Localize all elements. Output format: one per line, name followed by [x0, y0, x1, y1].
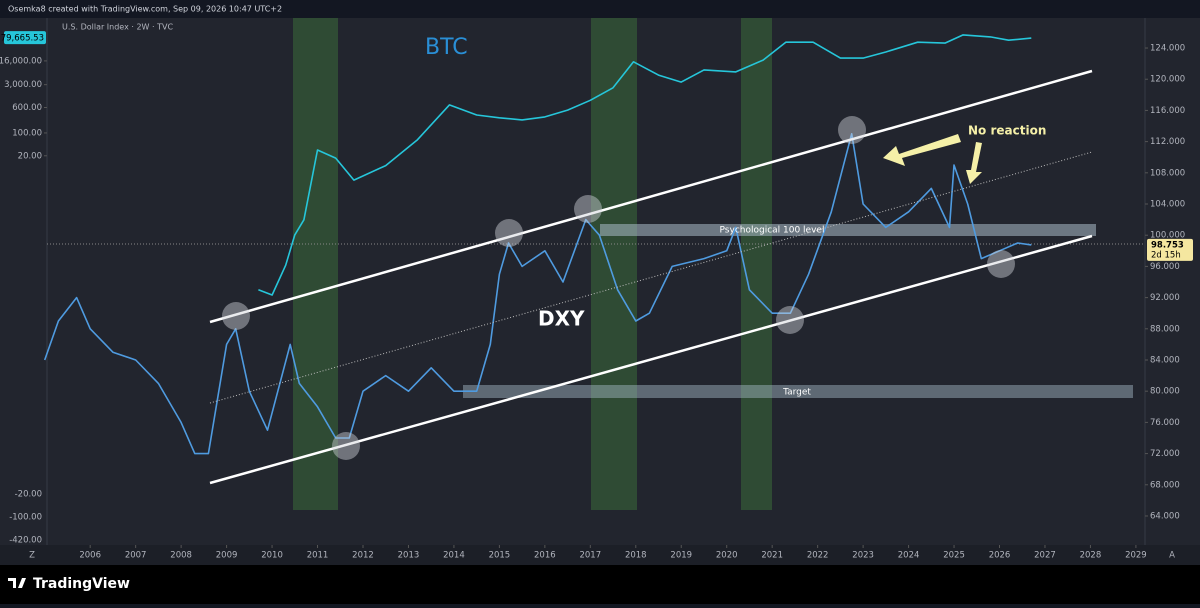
y-tick-label: 104.000 — [1150, 200, 1185, 210]
x-tick-label: 2015 — [489, 551, 511, 561]
band — [293, 18, 338, 510]
x-tick-label: 2014 — [443, 551, 465, 561]
y2-tick-label: 16,000.00 — [0, 56, 42, 66]
x-tick-label: 2028 — [1080, 551, 1102, 561]
highlight-circle — [574, 195, 602, 223]
band — [741, 18, 772, 510]
y2-tick-label: -100.00 — [9, 513, 42, 523]
time-axis — [0, 545, 1200, 565]
x-tick-label: 2017 — [579, 551, 601, 561]
x-tick-label: 2013 — [398, 551, 420, 561]
highlight-circle — [222, 302, 250, 330]
x-tick-label: 2012 — [352, 551, 374, 561]
channel-line — [209, 69, 1093, 324]
highlight-circle — [838, 116, 866, 144]
highlight-circle — [987, 250, 1015, 278]
price-label: 79,665.53 — [1, 34, 44, 44]
drawings — [209, 69, 1093, 485]
y2-tick-label: 20.00 — [18, 151, 42, 161]
annotation: No reaction — [968, 124, 1046, 138]
band — [591, 18, 637, 510]
x-tick-label: 2011 — [307, 551, 329, 561]
x-tick-label: 2016 — [534, 551, 556, 561]
y-tick-label: 112.000 — [1150, 137, 1185, 147]
circles — [222, 116, 1015, 460]
zone-box — [600, 224, 1096, 236]
series-label: DXY — [538, 307, 585, 331]
y-tick-label: 88.000 — [1150, 324, 1180, 334]
y2-tick-label: 100.00 — [12, 128, 42, 138]
zone-box — [463, 385, 1133, 398]
x-tick-label: 2024 — [898, 551, 920, 561]
arrow — [883, 134, 961, 166]
logo-text: TradingView — [33, 576, 130, 592]
series-layer — [43, 34, 1032, 455]
x-tick-label: 2022 — [807, 551, 829, 561]
x-tick-label: 2007 — [125, 551, 147, 561]
y-tick-label: 116.000 — [1150, 106, 1185, 116]
annotation: Psychological 100 level — [720, 226, 825, 236]
corner-label: A — [1169, 551, 1175, 561]
corner-label: Z — [29, 551, 35, 561]
price-label: 98.753 — [1151, 240, 1184, 250]
x-tick-label: 2029 — [1125, 551, 1147, 561]
logo-icon — [8, 578, 26, 588]
y-tick-label: 92.000 — [1150, 293, 1180, 303]
y2-tick-label: -20.00 — [15, 490, 42, 500]
x-tick-label: 2018 — [625, 551, 647, 561]
x-tick-label: 2023 — [852, 551, 874, 561]
y-tick-label: 84.000 — [1150, 355, 1180, 365]
x-tick-label: 2009 — [216, 551, 238, 561]
y2-tick-label: 600.00 — [12, 103, 42, 113]
x-tick-label: 2006 — [79, 551, 101, 561]
series-line — [43, 133, 1032, 455]
channel-line — [209, 234, 1093, 485]
x-tick-label: 2020 — [716, 551, 738, 561]
arrow — [966, 142, 982, 184]
price-label-box — [1147, 238, 1193, 261]
header-credit: Osemka8 created with TradingView.com, Se… — [8, 5, 282, 14]
y-tick-label: 68.000 — [1150, 480, 1180, 490]
y-tick-label: 76.000 — [1150, 418, 1180, 428]
series-label: BTC — [425, 35, 468, 60]
highlight-circle — [776, 306, 804, 334]
y2-tick-label: 3,000.00 — [4, 80, 42, 90]
x-tick-label: 2019 — [670, 551, 692, 561]
y-tick-label: 72.000 — [1150, 449, 1180, 459]
y-tick-label: 108.000 — [1150, 168, 1185, 178]
footer-bar — [0, 565, 1200, 604]
y-tick-label: 120.000 — [1150, 75, 1185, 85]
y-tick-label: 96.000 — [1150, 262, 1180, 272]
highlight-circle — [495, 219, 523, 247]
logo: TradingView — [8, 576, 130, 592]
y2-tick-label: -420.00 — [9, 536, 42, 546]
x-tick-label: 2021 — [761, 551, 783, 561]
x-tick-label: 2025 — [943, 551, 965, 561]
x-tick-label: 2008 — [170, 551, 192, 561]
x-tick-label: 2010 — [261, 551, 283, 561]
y-tick-label: 64.000 — [1150, 511, 1180, 521]
x-tick-label: 2027 — [1034, 551, 1056, 561]
annotation: Target — [782, 388, 811, 398]
arrows — [883, 134, 982, 184]
price-label-box — [4, 31, 46, 45]
highlight-circle — [332, 432, 360, 460]
x-tick-label: 2026 — [989, 551, 1011, 561]
countdown-label: 2d 15h — [1151, 250, 1181, 260]
y-tick-label: 80.000 — [1150, 387, 1180, 397]
symbol-label: U.S. Dollar Index · 2W · TVC — [62, 23, 173, 32]
series-line — [258, 34, 1032, 296]
y-tick-label: 124.000 — [1150, 44, 1185, 54]
y-tick-label: 100.000 — [1150, 231, 1185, 241]
